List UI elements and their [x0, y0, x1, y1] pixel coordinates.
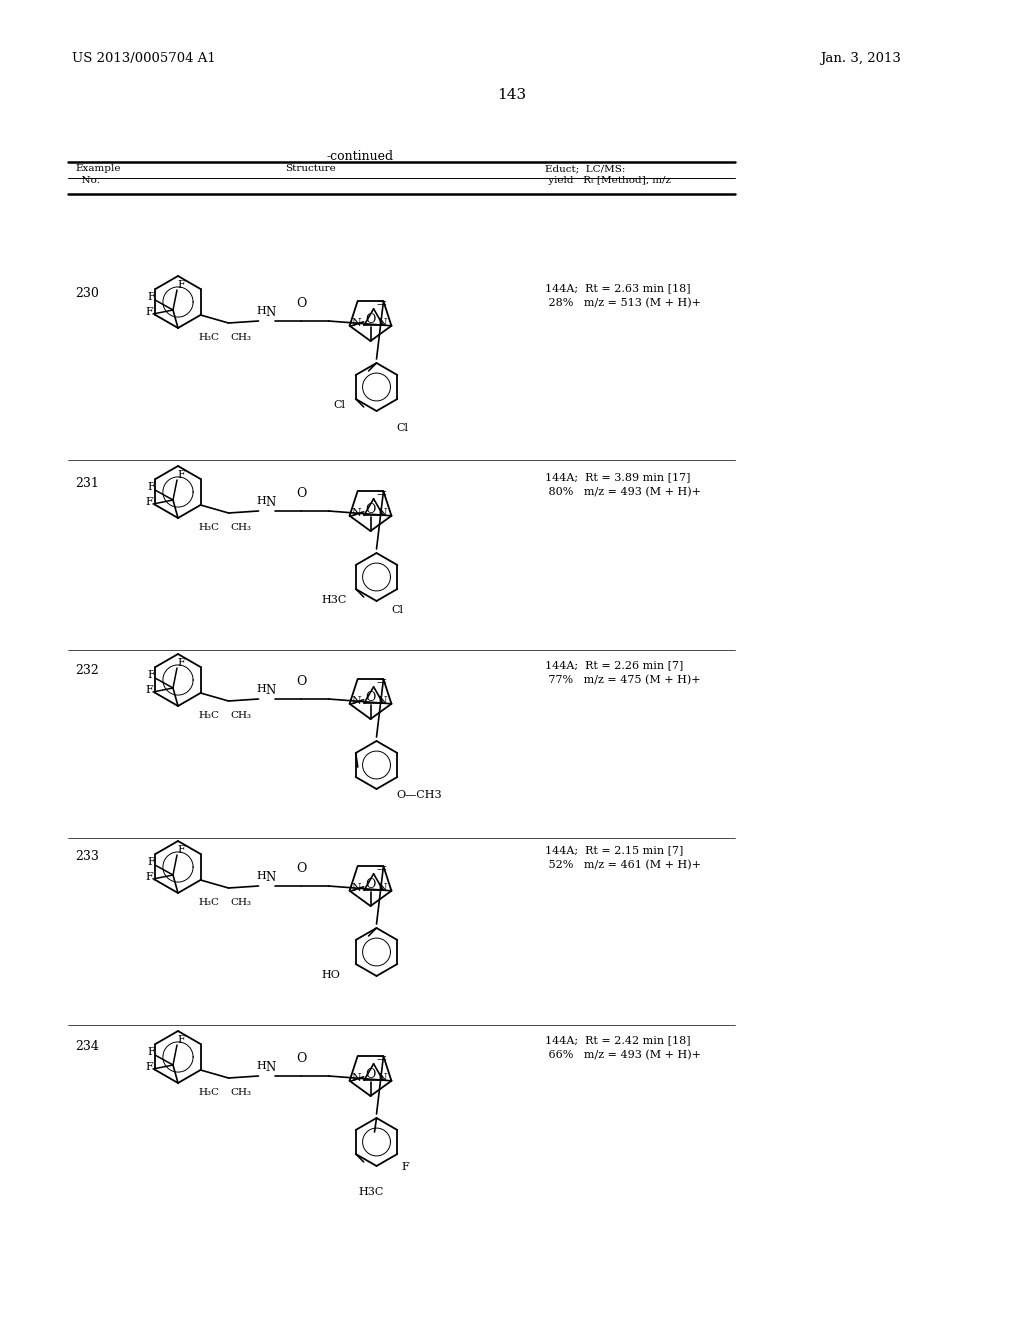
Text: =: =: [376, 1052, 387, 1067]
Text: F: F: [145, 308, 153, 317]
Text: H₃C: H₃C: [199, 523, 219, 532]
Text: N: N: [265, 684, 275, 697]
Text: H₃C: H₃C: [199, 711, 219, 719]
Text: H₃C: H₃C: [199, 1088, 219, 1097]
Text: N: N: [265, 496, 275, 510]
Text: =: =: [376, 487, 387, 502]
Text: H: H: [257, 684, 266, 694]
Text: =: =: [376, 862, 387, 876]
Text: O: O: [366, 313, 376, 326]
Text: N: N: [351, 318, 361, 327]
Text: 144A;  Rt = 2.42 min [18]: 144A; Rt = 2.42 min [18]: [545, 1035, 690, 1045]
Text: H: H: [257, 306, 266, 315]
Text: CH₃: CH₃: [230, 523, 252, 532]
Text: 66%   m/z = 493 (M + H)+: 66% m/z = 493 (M + H)+: [545, 1049, 701, 1060]
Text: H: H: [257, 496, 266, 506]
Text: H₃C: H₃C: [199, 898, 219, 907]
Text: F: F: [147, 857, 155, 867]
Text: F: F: [147, 671, 155, 680]
Text: H: H: [257, 1061, 266, 1071]
Text: H₃C: H₃C: [199, 333, 219, 342]
Text: 233: 233: [75, 850, 99, 863]
Text: N: N: [351, 1073, 361, 1082]
Text: N: N: [351, 883, 361, 892]
Text: Jan. 3, 2013: Jan. 3, 2013: [820, 51, 901, 65]
Text: O: O: [366, 1068, 376, 1081]
Text: F: F: [145, 873, 153, 882]
Text: F: F: [177, 657, 184, 668]
Text: CH₃: CH₃: [230, 898, 252, 907]
Text: HO: HO: [322, 970, 340, 979]
Text: 144A;  Rt = 2.15 min [7]: 144A; Rt = 2.15 min [7]: [545, 845, 683, 855]
Text: H3C: H3C: [322, 595, 347, 605]
Text: O: O: [297, 297, 307, 310]
Text: O: O: [297, 862, 307, 875]
Text: Cl: Cl: [396, 422, 409, 433]
Text: =: =: [376, 297, 387, 312]
Text: F: F: [147, 482, 155, 492]
Text: N: N: [378, 318, 387, 327]
Text: No.: No.: [75, 176, 100, 185]
Text: F: F: [177, 845, 184, 855]
Text: -continued: -continued: [327, 150, 393, 162]
Text: CH₃: CH₃: [230, 711, 252, 719]
Text: N: N: [351, 696, 361, 706]
Text: CH₃: CH₃: [230, 333, 252, 342]
Text: N: N: [351, 508, 361, 517]
Text: H3C: H3C: [358, 1187, 384, 1197]
Text: 77%   m/z = 475 (M + H)+: 77% m/z = 475 (M + H)+: [545, 675, 700, 685]
Text: CH₃: CH₃: [230, 1088, 252, 1097]
Text: 143: 143: [498, 88, 526, 102]
Text: 52%   m/z = 461 (M + H)+: 52% m/z = 461 (M + H)+: [545, 861, 701, 870]
Text: F: F: [177, 470, 184, 480]
Text: 144A;  Rt = 2.63 min [18]: 144A; Rt = 2.63 min [18]: [545, 282, 690, 293]
Text: N: N: [378, 1073, 387, 1082]
Text: O: O: [366, 878, 376, 891]
Text: N: N: [265, 306, 275, 319]
Text: F: F: [145, 1063, 153, 1072]
Text: O: O: [297, 675, 307, 688]
Text: F: F: [147, 1047, 155, 1057]
Text: yield   Rₜ [Method], m/z: yield Rₜ [Method], m/z: [545, 176, 671, 185]
Text: F: F: [145, 498, 153, 507]
Text: Educt;  LC/MS:: Educt; LC/MS:: [545, 164, 626, 173]
Text: F: F: [401, 1162, 410, 1172]
Text: Cl: Cl: [334, 400, 345, 411]
Text: N: N: [378, 508, 387, 517]
Text: O—CH3: O—CH3: [396, 789, 442, 800]
Text: F: F: [145, 685, 153, 696]
Text: F: F: [177, 280, 184, 290]
Text: 230: 230: [75, 286, 99, 300]
Text: 144A;  Rt = 2.26 min [7]: 144A; Rt = 2.26 min [7]: [545, 660, 683, 671]
Text: O: O: [366, 690, 376, 704]
Text: 144A;  Rt = 3.89 min [17]: 144A; Rt = 3.89 min [17]: [545, 473, 690, 482]
Text: N: N: [378, 696, 387, 706]
Text: Structure: Structure: [285, 164, 336, 173]
Text: O: O: [366, 503, 376, 516]
Text: 80%   m/z = 493 (M + H)+: 80% m/z = 493 (M + H)+: [545, 487, 701, 498]
Text: F: F: [177, 1035, 184, 1045]
Text: N: N: [265, 871, 275, 884]
Text: N: N: [378, 883, 387, 892]
Text: US 2013/0005704 A1: US 2013/0005704 A1: [72, 51, 216, 65]
Text: 28%   m/z = 513 (M + H)+: 28% m/z = 513 (M + H)+: [545, 298, 701, 309]
Text: Cl: Cl: [391, 605, 403, 615]
Text: F: F: [147, 292, 155, 302]
Text: O: O: [297, 487, 307, 500]
Text: 231: 231: [75, 477, 99, 490]
Text: 234: 234: [75, 1040, 99, 1053]
Text: 232: 232: [75, 664, 98, 677]
Text: O: O: [297, 1052, 307, 1065]
Text: N: N: [265, 1061, 275, 1074]
Text: Example: Example: [75, 164, 121, 173]
Text: H: H: [257, 871, 266, 880]
Text: =: =: [376, 676, 387, 689]
